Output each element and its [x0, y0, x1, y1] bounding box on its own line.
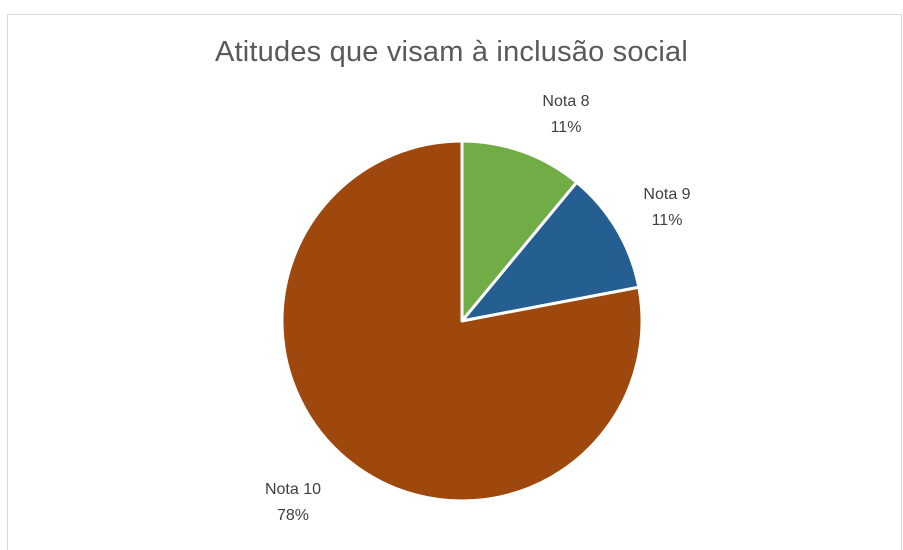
- chart-title: Atitudes que visam à inclusão social: [214, 36, 689, 68]
- slice-label-name: Nota 9: [643, 186, 691, 203]
- pie-slice-nota-9: [460, 180, 641, 323]
- slice-label-name: Nota 8: [542, 93, 590, 110]
- slice-label-nota-8: Nota 8 11%: [526, 89, 606, 141]
- pie-slice-nota-8: [460, 139, 579, 323]
- slice-label-percent: 78%: [276, 507, 310, 524]
- slice-label-nota-10: Nota 10 78%: [253, 477, 333, 529]
- slice-label-percent: 11%: [550, 119, 582, 136]
- slice-label-nota-9: Nota 9 11%: [627, 182, 707, 234]
- pie-slices: [280, 139, 644, 503]
- slice-label-percent: 11%: [651, 212, 683, 229]
- slice-label-name: Nota 10: [264, 481, 322, 498]
- pie-slice-nota-10: [280, 139, 644, 503]
